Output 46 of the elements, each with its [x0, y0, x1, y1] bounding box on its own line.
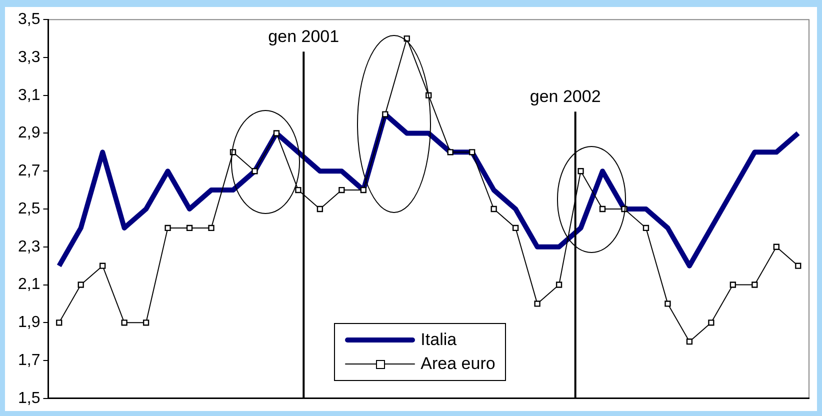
point [121, 320, 128, 326]
point [100, 262, 106, 269]
point [382, 111, 388, 118]
point [360, 186, 366, 194]
y-tick-label: 3,1 [18, 86, 40, 104]
annotation: gen 2002 [530, 86, 601, 106]
y-tick-label: 2,3 [18, 238, 40, 256]
point [795, 262, 802, 269]
point [534, 300, 540, 307]
legend-label: Italia [420, 330, 457, 350]
point [447, 149, 454, 156]
y-tick-label: 2,5 [18, 200, 40, 218]
point [164, 224, 171, 232]
point [490, 206, 497, 212]
point [512, 224, 519, 232]
point [78, 282, 84, 288]
y-tick-label: 2,1 [18, 276, 40, 294]
point [338, 186, 345, 194]
point [773, 244, 780, 250]
point [752, 282, 758, 288]
y-tick-label: 2,9 [18, 124, 40, 142]
legend-label: Area euro [420, 354, 496, 374]
point [556, 282, 562, 288]
point [469, 149, 476, 156]
y-tick-label: 3,5 [18, 11, 40, 28]
y-tick-label: 1,7 [18, 352, 40, 369]
point [56, 320, 62, 326]
point [730, 282, 736, 288]
point [208, 224, 214, 232]
point [708, 320, 714, 326]
y-tick-label: 1,5 [18, 390, 40, 407]
point [252, 168, 258, 174]
point [316, 206, 324, 212]
annotation: gen 2001 [268, 26, 340, 46]
point [295, 186, 302, 194]
y-tick-label: 2,7 [18, 162, 40, 180]
point [578, 168, 584, 174]
point [186, 224, 193, 232]
y-tick-label: 1,9 [18, 314, 40, 332]
point [664, 300, 671, 307]
point [273, 130, 280, 136]
point [686, 338, 693, 345]
y-tick-label: 3,3 [18, 48, 40, 66]
point [142, 320, 150, 326]
point [599, 206, 606, 212]
point [642, 224, 650, 232]
